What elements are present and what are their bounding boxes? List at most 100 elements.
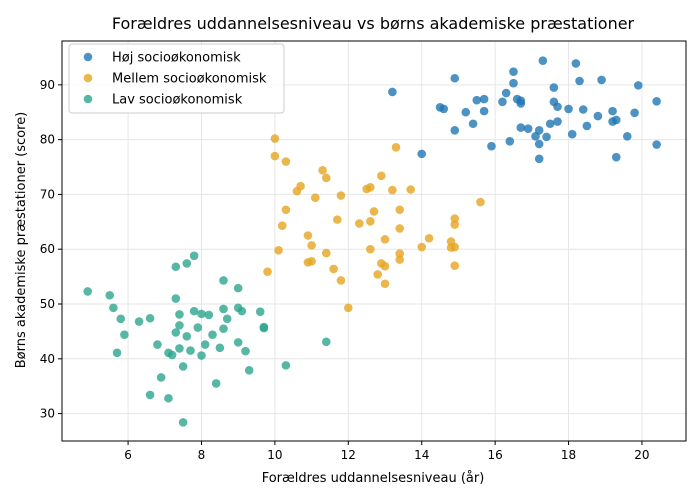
data-point-series-3: [219, 324, 228, 333]
data-point-series-3: [134, 317, 144, 326]
data-point-series-3: [208, 330, 217, 339]
data-point-series-2: [417, 242, 427, 252]
data-point-series-2: [377, 171, 386, 181]
data-point-series-1: [450, 73, 460, 83]
data-point-series-1: [549, 83, 559, 92]
data-point-series-3: [189, 306, 199, 316]
legend-marker: [83, 52, 93, 62]
data-point-series-1: [534, 139, 544, 149]
data-point-series-1: [611, 115, 621, 125]
data-point-series-3: [153, 340, 162, 349]
data-point-series-2: [450, 220, 460, 229]
data-point-series-1: [608, 106, 617, 116]
data-point-series-2: [476, 197, 485, 207]
data-point-series-3: [175, 310, 184, 319]
x-axis-label: Forældres uddannelsesniveau (år): [262, 471, 485, 486]
data-point-series-1: [450, 126, 460, 135]
data-point-series-2: [373, 270, 382, 279]
data-point-series-1: [534, 154, 544, 164]
data-point-series-2: [296, 181, 305, 191]
data-point-series-2: [277, 221, 287, 230]
data-point-series-1: [597, 75, 606, 85]
data-point-series-3: [175, 321, 184, 330]
data-point-series-3: [171, 262, 181, 272]
data-point-series-3: [200, 340, 210, 349]
legend: Høj socioøkonomisk Mellem socioøkonomisk L…: [68, 43, 285, 114]
data-point-series-2: [307, 256, 316, 266]
legend-marker: [83, 73, 93, 83]
data-point-series-3: [255, 307, 265, 316]
data-point-series-3: [105, 290, 115, 300]
data-point-series-3: [175, 344, 184, 353]
data-point-series-1: [652, 96, 661, 106]
data-point-series-3: [233, 338, 243, 347]
data-point-series-3: [244, 366, 254, 375]
data-point-series-1: [553, 102, 562, 112]
data-point-series-3: [178, 362, 188, 371]
data-point-series-3: [219, 276, 228, 285]
y-tick-label: 90: [40, 78, 55, 92]
data-point-series-3: [186, 346, 195, 355]
x-tick-label: 18: [561, 448, 576, 462]
data-point-series-2: [355, 219, 364, 228]
data-point-series-2: [450, 242, 460, 252]
data-point-series-3: [171, 328, 181, 337]
data-point-series-1: [472, 95, 482, 105]
y-tick-label: 40: [40, 352, 55, 366]
data-point-series-2: [395, 255, 404, 264]
data-point-series-3: [259, 323, 269, 333]
data-point-series-1: [505, 136, 515, 146]
data-point-series-3: [197, 309, 206, 319]
data-point-series-1: [578, 105, 588, 114]
data-point-series-3: [241, 346, 250, 356]
data-point-series-3: [182, 259, 192, 268]
data-point-series-2: [336, 191, 346, 200]
data-point-series-2: [274, 246, 283, 255]
data-point-series-3: [281, 361, 291, 370]
x-tick-label: 20: [634, 448, 649, 462]
data-point-series-1: [553, 117, 562, 126]
y-tick-label: 30: [40, 407, 55, 421]
grid: [62, 41, 686, 441]
data-point-series-2: [388, 185, 397, 195]
data-point-series-2: [366, 244, 375, 254]
data-point-series-1: [564, 104, 573, 114]
data-point-series-2: [406, 185, 416, 194]
data-point-series-3: [145, 313, 155, 323]
data-point-series-3: [178, 418, 188, 427]
legend-entry: Høj socioøkonomisk: [112, 51, 241, 66]
data-point-series-3: [167, 350, 177, 360]
data-point-series-2: [380, 235, 390, 244]
data-point-series-2: [424, 233, 434, 243]
data-point-series-2: [270, 134, 280, 143]
x-axis: 6 8 10 12 14 16 18 20: [124, 441, 650, 462]
data-point-series-3: [215, 343, 225, 353]
data-point-series-2: [281, 205, 291, 215]
data-point-series-3: [219, 304, 228, 314]
data-point-series-1: [498, 97, 507, 107]
y-tick-label: 60: [40, 242, 55, 256]
data-point-series-3: [204, 310, 214, 320]
data-point-series-2: [391, 143, 401, 152]
data-point-series-2: [281, 157, 291, 166]
x-tick-label: 14: [414, 448, 429, 462]
data-point-series-3: [193, 323, 203, 332]
data-point-series-3: [83, 287, 92, 296]
data-point-series-2: [303, 231, 313, 240]
legend-entry: Mellem socioøkonomisk: [112, 72, 267, 87]
data-point-series-3: [116, 314, 126, 324]
data-point-series-1: [538, 56, 548, 66]
data-point-series-1: [523, 124, 533, 133]
data-point-series-1: [516, 123, 526, 132]
data-point-series-2: [395, 224, 404, 233]
data-points: [83, 56, 661, 427]
x-tick-label: 8: [198, 448, 206, 462]
data-point-series-1: [468, 119, 478, 129]
data-point-series-2: [395, 205, 404, 215]
data-point-series-1: [534, 126, 544, 135]
data-point-series-1: [593, 111, 603, 121]
data-point-series-3: [145, 390, 155, 400]
data-point-series-3: [189, 251, 199, 261]
y-axis: 30 40 50 60 70 80 90: [40, 78, 62, 421]
